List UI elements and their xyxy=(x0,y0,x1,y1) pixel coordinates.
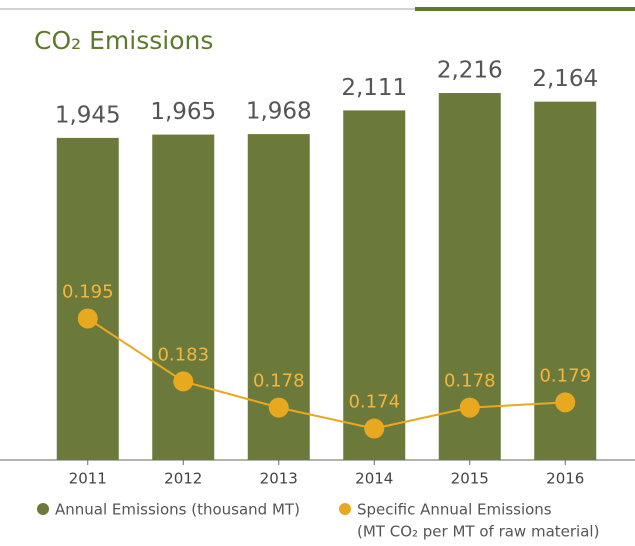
line-value-label: 0.178 xyxy=(444,371,496,392)
bar xyxy=(343,110,406,461)
legend-swatch xyxy=(37,503,49,515)
x-tick-label: 2014 xyxy=(355,470,393,488)
line-value-label: 0.178 xyxy=(253,371,305,392)
legend-note: (MT CO₂ per MT of raw material) xyxy=(357,523,599,541)
legend-swatch xyxy=(339,503,351,515)
line-value-label: 0.174 xyxy=(348,392,400,413)
legend-label: Annual Emissions (thousand MT) xyxy=(55,501,300,519)
line-point xyxy=(268,397,289,418)
line-point xyxy=(555,392,576,413)
line-value-label: 0.195 xyxy=(62,282,114,303)
x-tick-label: 2015 xyxy=(451,470,489,488)
chart-title: CO₂ Emissions xyxy=(34,26,213,55)
bar-value-label: 2,164 xyxy=(532,66,598,92)
line-value-label: 0.183 xyxy=(157,344,209,365)
bar xyxy=(56,137,119,460)
x-tick-label: 2011 xyxy=(69,470,107,488)
line-value-label: 0.179 xyxy=(539,365,591,386)
line-point xyxy=(459,397,480,418)
line-point xyxy=(77,308,98,329)
line-point xyxy=(364,418,385,439)
bar-value-label: 2,216 xyxy=(437,58,503,84)
x-tick-label: 2012 xyxy=(164,470,202,488)
line-point xyxy=(173,371,194,392)
bar-value-label: 1,945 xyxy=(55,102,121,128)
x-tick-label: 2013 xyxy=(260,470,298,488)
bar-value-label: 2,111 xyxy=(341,75,407,101)
bar xyxy=(152,134,215,460)
x-tick-label: 2016 xyxy=(546,470,584,488)
line xyxy=(87,317,566,430)
bar-value-label: 1,968 xyxy=(246,99,312,125)
legend-label: Specific Annual Emissions xyxy=(357,501,552,519)
bar-value-label: 1,965 xyxy=(150,99,216,125)
